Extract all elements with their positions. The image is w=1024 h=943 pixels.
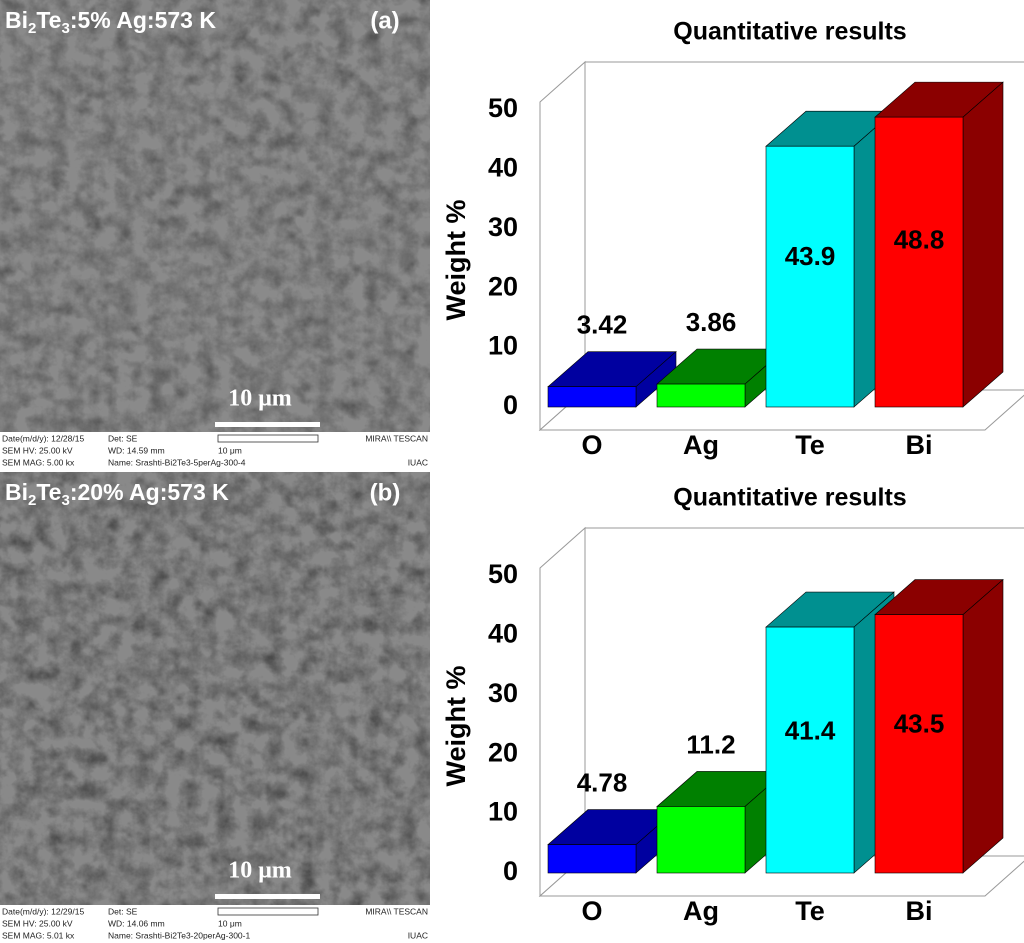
info-text: IUAC [408,457,428,467]
y-tick-label: 10 [488,331,518,361]
title-part: :20% Ag:573 K [70,479,229,505]
bar [656,806,746,874]
bar [874,116,964,408]
title-part: Te [36,7,61,33]
value-label: 3.42 [577,310,628,340]
info-text: IUAC [408,930,428,940]
info-text: WD: 14.06 mm [108,918,165,928]
bar [874,614,964,874]
y-tick-label: 30 [488,678,518,708]
x-tick-label: Te [795,430,825,460]
title-part: 2 [28,492,36,509]
y-tick-label: 50 [488,93,518,123]
value-label: 41.4 [785,716,836,746]
x-tick-label: O [581,430,602,460]
bar [765,626,855,874]
title-part: Te [36,479,61,505]
bar [547,386,637,408]
title-part: 3 [61,492,69,509]
y-tick-label: 10 [488,797,518,827]
info-text: SEM MAG: 5.00 kx [2,457,75,467]
y-tick-label: 40 [488,153,518,183]
title-part: 2 [28,20,36,37]
value-label: 48.8 [894,225,945,255]
title-part: 3 [61,20,69,37]
bar-side [962,578,1004,874]
scale-text: 10 μm [228,386,292,412]
info-text: SEM MAG: 5.01 kx [2,930,75,940]
info-bar [0,432,430,472]
info-text: SEM HV: 25.00 kV [2,445,73,455]
scale-bar [215,894,320,899]
scale-text: 10 μm [228,858,292,884]
panel-label: (b) [370,479,401,506]
ruler [217,907,319,916]
scale-bar [215,422,320,427]
x-tick-label: Te [795,896,825,926]
x-tick-label: Bi [906,896,933,926]
y-tick-label: 20 [488,271,518,301]
x-tick-label: O [581,896,602,926]
info-text: Date(m/d/y): 12/28/15 [2,433,84,443]
info-text: 10 μm [218,445,242,455]
x-tick-label: Ag [683,896,719,926]
y-axis-label: Weight % [441,666,471,787]
y-tick-label: 30 [488,212,518,242]
title-part: Bi [5,7,28,33]
info-text: MIRA\\ TESCAN [365,433,428,443]
value-label: 43.5 [894,709,945,739]
bar-side [962,81,1004,408]
value-label: 4.78 [577,767,628,797]
sem-texture [0,472,430,905]
y-tick-label: 50 [488,559,518,589]
info-text: 10 μm [218,918,242,928]
bar [547,844,637,874]
info-text: Det: SE [108,433,138,443]
sem-texture [0,0,430,432]
info-text: WD: 14.59 mm [108,445,165,455]
chart-title: Quantitative results [673,484,906,512]
y-tick-label: 0 [503,390,518,420]
info-text: Date(m/d/y): 12/29/15 [2,906,84,916]
info-text: SEM HV: 25.00 kV [2,918,73,928]
chart-title: Quantitative results [673,18,906,46]
y-tick-label: 20 [488,737,518,767]
y-axis-label: Weight % [441,200,471,321]
info-text: Name: Srashti-Bi2Te3-20perAg-300-1 [108,930,250,940]
bar [656,383,746,408]
value-label: 3.86 [686,307,737,337]
title-part: :5% Ag:573 K [70,7,217,33]
x-tick-label: Ag [683,430,719,460]
y-tick-label: 0 [503,856,518,886]
title-part: Bi [5,479,28,505]
image-title: Bi2Te3:5% Ag:573 K [5,7,216,37]
info-text: Det: SE [108,906,138,916]
info-text: Name: Srashti-Bi2Te3-5perAg-300-4 [108,457,246,467]
bar [765,145,855,408]
y-tick-label: 40 [488,619,518,649]
x-tick-label: Bi [906,430,933,460]
info-text: MIRA\\ TESCAN [365,906,428,916]
value-label: 43.9 [785,241,836,271]
ruler [217,434,319,443]
info-bar [0,905,430,943]
image-title: Bi2Te3:20% Ag:573 K [5,479,229,509]
panel-label: (a) [370,7,399,34]
value-label: 11.2 [686,729,735,759]
